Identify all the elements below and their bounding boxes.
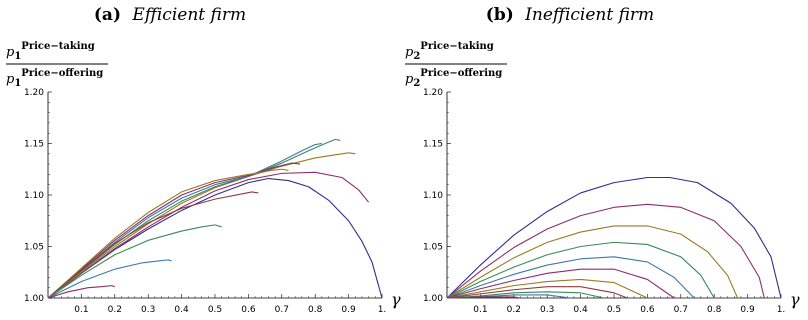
x-tick-label: 0.9 bbox=[341, 305, 356, 315]
series-line-1 bbox=[47, 177, 383, 299]
x-tick-label: 0.1 bbox=[473, 305, 487, 315]
series-line-6 bbox=[47, 162, 301, 299]
chart-title: (a) Efficient firm bbox=[94, 5, 246, 25]
y-tick-label: 1.15 bbox=[24, 140, 44, 150]
series-line-5 bbox=[446, 256, 695, 299]
y-tick-label: 1.15 bbox=[423, 140, 443, 150]
x-tick-label: 0.3 bbox=[141, 305, 155, 315]
series-line-11 bbox=[47, 285, 115, 299]
series-line-11 bbox=[446, 296, 521, 299]
x-tick-label: 0.5 bbox=[208, 305, 222, 315]
ylabel-numerator: p2Price−taking bbox=[405, 41, 494, 62]
y-tick-label: 1.10 bbox=[24, 191, 44, 201]
ylabel-den-sup: Price−offering bbox=[21, 68, 103, 79]
series-line-4 bbox=[446, 241, 715, 299]
x-tick-label: 0.3 bbox=[540, 305, 554, 315]
y-tick-label: 1.05 bbox=[423, 243, 443, 253]
ylabel-den-sub: 2 bbox=[413, 78, 420, 89]
series-line-3 bbox=[446, 225, 739, 299]
series-line-9 bbox=[47, 224, 222, 299]
x-axis-label: γ bbox=[790, 290, 800, 309]
y-tick-label: 1.00 bbox=[24, 294, 44, 304]
x-tick-label: 0.8 bbox=[707, 305, 722, 315]
x-tick-label: 0.4 bbox=[174, 305, 189, 315]
series-line-2 bbox=[446, 203, 765, 299]
panel-label: (b) bbox=[486, 5, 514, 25]
x-tick-label: 0.2 bbox=[507, 305, 521, 315]
series-line-7 bbox=[446, 278, 648, 299]
panel-label: (a) bbox=[94, 5, 121, 25]
chart-title: (b) Inefficient firm bbox=[486, 5, 654, 25]
ylabel-denominator: p1Price−offering bbox=[6, 68, 103, 89]
ylabel-num-sub: 2 bbox=[413, 51, 420, 62]
x-tick-label: 0.5 bbox=[607, 305, 621, 315]
x-tick-label: 0.7 bbox=[275, 305, 289, 315]
ylabel-numerator: p1Price−taking bbox=[6, 41, 95, 62]
series-line-2 bbox=[47, 171, 370, 299]
chart-panel-a: (a) Efficient firmp1Price−takingp1Price−… bbox=[6, 5, 401, 315]
series-line-1 bbox=[446, 176, 782, 299]
ylabel-num-sub: 1 bbox=[14, 51, 21, 62]
series-line-8 bbox=[446, 286, 628, 299]
ylabel-den-sub: 1 bbox=[14, 78, 21, 89]
ylabel-den-sup: Price−offering bbox=[420, 68, 502, 79]
x-tick-label: 0.6 bbox=[640, 305, 655, 315]
y-tick-label: 1.20 bbox=[423, 88, 443, 98]
ylabel-denominator: p2Price−offering bbox=[405, 68, 502, 89]
x-tick-label: 0.4 bbox=[573, 305, 588, 315]
ylabel-num-sup: Price−taking bbox=[420, 41, 494, 52]
ylabel-num-base: p bbox=[6, 45, 15, 60]
chart-panel-b: (b) Inefficient firmp2Price−takingp2Pric… bbox=[405, 5, 800, 315]
x-axis-label: γ bbox=[391, 290, 401, 309]
panel-title: Inefficient firm bbox=[520, 5, 654, 25]
series-line-7 bbox=[47, 168, 289, 299]
x-tick-label: 0.6 bbox=[241, 305, 256, 315]
series-line-4 bbox=[47, 138, 341, 299]
x-tick-label: 1. bbox=[378, 305, 387, 315]
x-tick-label: 0.9 bbox=[740, 305, 755, 315]
y-tick-label: 1.05 bbox=[24, 243, 44, 253]
panel-title: Efficient firm bbox=[127, 5, 246, 25]
series-line-3 bbox=[47, 152, 356, 299]
x-tick-label: 0.8 bbox=[308, 305, 323, 315]
ylabel-den-base: p bbox=[6, 72, 15, 87]
x-tick-label: 1. bbox=[777, 305, 786, 315]
x-tick-label: 0.1 bbox=[74, 305, 88, 315]
x-tick-label: 0.7 bbox=[674, 305, 688, 315]
series-line-8 bbox=[47, 191, 259, 299]
series-line-6 bbox=[446, 268, 675, 299]
y-tick-label: 1.20 bbox=[24, 88, 44, 98]
series-line-9 bbox=[446, 291, 605, 299]
ylabel-den-base: p bbox=[405, 72, 414, 87]
y-tick-label: 1.00 bbox=[423, 294, 443, 304]
y-tick-label: 1.10 bbox=[423, 191, 443, 201]
ylabel-num-base: p bbox=[405, 45, 414, 60]
series-line-10 bbox=[47, 259, 172, 299]
ylabel-num-sup: Price−taking bbox=[21, 41, 95, 52]
x-tick-label: 0.2 bbox=[108, 305, 122, 315]
